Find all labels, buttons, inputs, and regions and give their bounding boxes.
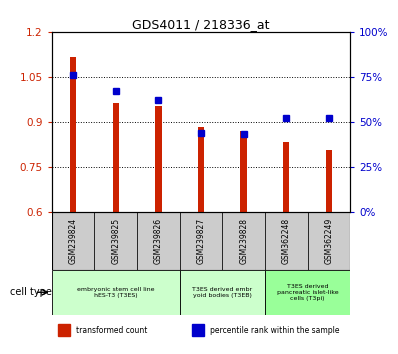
Bar xyxy=(265,270,350,315)
Bar xyxy=(308,212,350,270)
Text: GSM362249: GSM362249 xyxy=(324,218,334,264)
Text: T3ES derived
pancreatic islet-like
cells (T3pi): T3ES derived pancreatic islet-like cells… xyxy=(277,284,338,301)
Text: embryonic stem cell line
hES-T3 (T3ES): embryonic stem cell line hES-T3 (T3ES) xyxy=(77,287,154,298)
Text: GSM362248: GSM362248 xyxy=(282,218,291,264)
Bar xyxy=(94,212,137,270)
Bar xyxy=(179,212,222,270)
Text: cell type: cell type xyxy=(10,287,52,297)
Bar xyxy=(137,212,179,270)
Bar xyxy=(283,142,289,212)
Text: GSM239826: GSM239826 xyxy=(154,218,163,264)
Bar xyxy=(113,103,119,212)
Bar xyxy=(326,150,332,212)
Text: transformed count: transformed count xyxy=(76,326,147,335)
Bar xyxy=(198,127,204,212)
Text: GSM239824: GSM239824 xyxy=(68,218,78,264)
Bar xyxy=(70,57,76,212)
Bar xyxy=(58,324,70,336)
Text: GSM239828: GSM239828 xyxy=(239,218,248,264)
Bar xyxy=(192,324,204,336)
Text: T3ES derived embr
yoid bodies (T3EB): T3ES derived embr yoid bodies (T3EB) xyxy=(192,287,252,298)
Bar xyxy=(52,270,179,315)
Bar xyxy=(265,212,308,270)
Text: GSM239825: GSM239825 xyxy=(111,218,120,264)
Text: percentile rank within the sample: percentile rank within the sample xyxy=(210,326,339,335)
Bar xyxy=(179,270,265,315)
Text: GSM239827: GSM239827 xyxy=(197,218,205,264)
Bar xyxy=(240,131,247,212)
Bar xyxy=(222,212,265,270)
Bar xyxy=(52,212,94,270)
Bar xyxy=(155,106,162,212)
Title: GDS4011 / 218336_at: GDS4011 / 218336_at xyxy=(132,18,270,31)
